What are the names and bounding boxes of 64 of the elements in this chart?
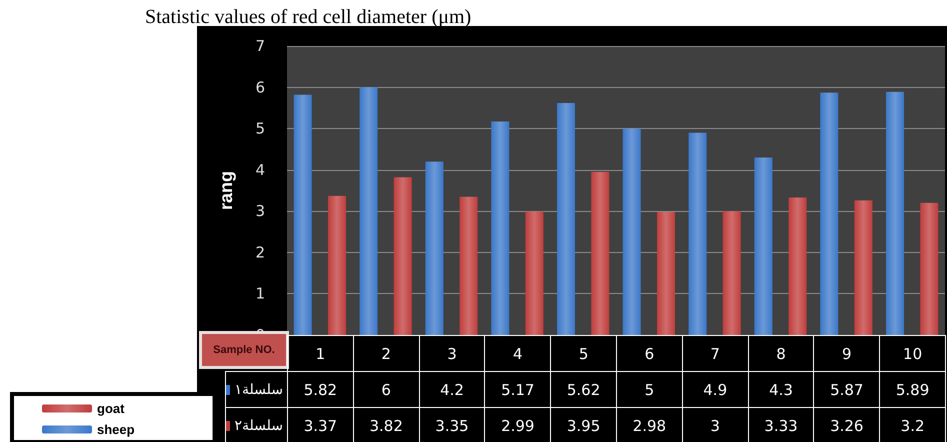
chart-title: Statistic values of red cell diameter (μm) bbox=[145, 6, 472, 28]
y-tick-label: 7 bbox=[255, 37, 265, 55]
data-label: 4.2 bbox=[418, 371, 486, 408]
y-tick-label: 6 bbox=[255, 78, 265, 96]
data-label: 3.37 bbox=[287, 407, 354, 442]
data-label: 2.98 bbox=[616, 407, 683, 442]
data-label: 5.62 bbox=[550, 371, 617, 408]
bar bbox=[460, 196, 478, 335]
x-tick-label: 3 bbox=[418, 335, 486, 372]
bar bbox=[622, 128, 641, 335]
data-label: 5.87 bbox=[813, 371, 880, 408]
data-label: 5.89 bbox=[879, 371, 946, 408]
data-label: 3.33 bbox=[748, 407, 814, 442]
bar bbox=[525, 212, 544, 335]
data-label: 3.82 bbox=[352, 407, 420, 442]
bar bbox=[394, 177, 412, 335]
y-tick-label: 5 bbox=[255, 120, 265, 138]
x-tick-label: 5 bbox=[550, 335, 617, 372]
bar bbox=[820, 92, 838, 335]
data-label: 2.99 bbox=[484, 407, 552, 442]
bar bbox=[491, 122, 510, 335]
data-label: 4.3 bbox=[748, 371, 814, 408]
x-tick-label: 10 bbox=[879, 335, 946, 372]
text: سلسلة١ bbox=[234, 382, 283, 398]
data-label: 3.26 bbox=[813, 407, 880, 442]
x-tick-label: 1 bbox=[287, 335, 354, 372]
x-tick-label: 9 bbox=[813, 335, 880, 372]
x-tick-label: 4 bbox=[484, 335, 552, 372]
bar bbox=[557, 102, 575, 335]
bar bbox=[854, 200, 872, 335]
bar bbox=[688, 132, 707, 335]
y-tick-label: 2 bbox=[255, 243, 265, 262]
x-tick-label: 6 bbox=[616, 335, 683, 372]
data-label: 3 bbox=[682, 407, 749, 442]
x-tick-label: 2 bbox=[352, 335, 420, 372]
data-label: 3.2 bbox=[879, 407, 946, 442]
y-tick-label: 4 bbox=[255, 160, 265, 179]
bar bbox=[722, 211, 741, 335]
y-tick-label: 1 bbox=[255, 284, 265, 303]
bar bbox=[788, 198, 807, 335]
data-label: 5.17 bbox=[484, 371, 552, 408]
bar bbox=[886, 92, 904, 335]
bar bbox=[360, 87, 378, 335]
y-tick-label: 3 bbox=[255, 202, 265, 220]
x-tick-label: 7 bbox=[682, 335, 749, 372]
bar bbox=[328, 196, 346, 335]
bar bbox=[657, 212, 675, 335]
legend-label: sheep bbox=[97, 422, 135, 437]
bar bbox=[425, 162, 444, 335]
data-label: 5 bbox=[616, 371, 683, 408]
y-axis-title: rang bbox=[216, 170, 236, 210]
text: سلسلة٢ bbox=[234, 418, 283, 434]
data-label: 3.35 bbox=[418, 407, 486, 442]
x-tick-label: 8 bbox=[748, 335, 814, 372]
x-axis-title: Sample NO. bbox=[199, 331, 289, 369]
bar bbox=[591, 172, 610, 335]
bar bbox=[754, 157, 772, 335]
data-label: 5.82 bbox=[287, 371, 354, 408]
data-label: 4.9 bbox=[682, 371, 749, 408]
data-label: 6 bbox=[352, 371, 420, 408]
legend-label: goat bbox=[97, 401, 126, 416]
bar bbox=[294, 94, 312, 335]
data-label: 3.95 bbox=[550, 407, 617, 442]
bar bbox=[920, 202, 938, 335]
